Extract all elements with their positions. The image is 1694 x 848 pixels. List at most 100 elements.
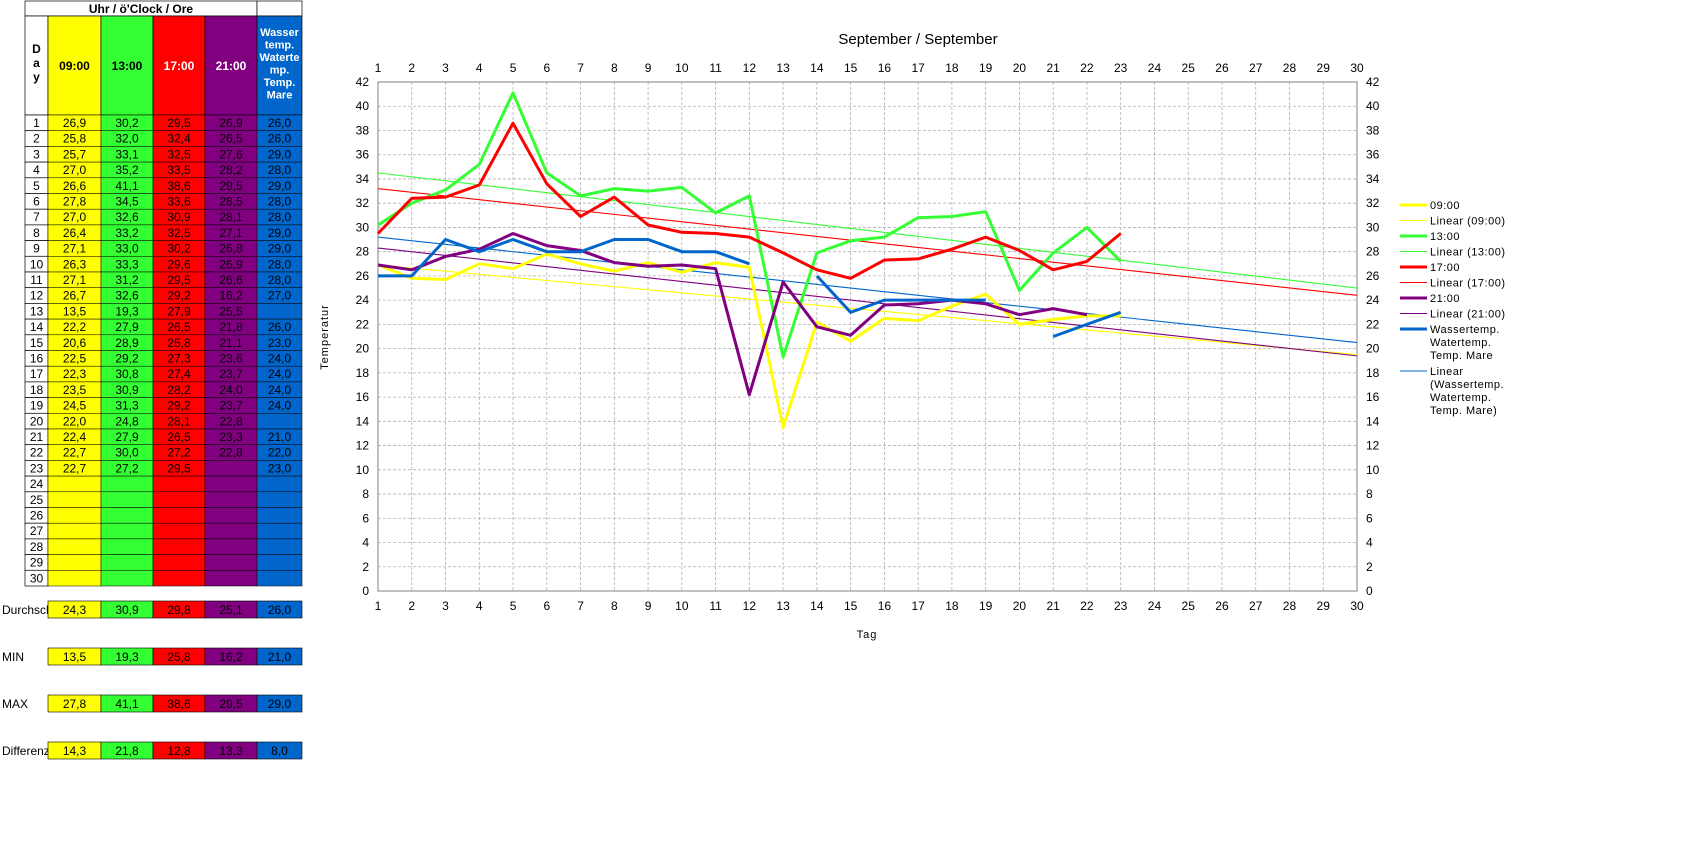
- table-value: 28,0: [268, 195, 292, 209]
- table-value: 22,8: [219, 414, 243, 428]
- x-tick-label-top: 9: [645, 61, 652, 75]
- table-value: 29,2: [167, 289, 191, 303]
- table-value: 24,0: [268, 383, 292, 397]
- legend-entry: Linear (17:00): [1430, 278, 1506, 290]
- day-number: 19: [30, 399, 44, 413]
- x-tick-label-top: 4: [476, 61, 483, 75]
- table-value: 27,2: [115, 461, 139, 475]
- summary-value: 13,5: [63, 650, 87, 664]
- x-tick-label-top: 20: [1013, 61, 1027, 75]
- series-segment: [377, 232, 1088, 397]
- y-tick-label-right: 38: [1366, 123, 1380, 137]
- table-value: 25,7: [63, 147, 87, 161]
- day-header-letter: y: [33, 70, 40, 84]
- x-tick-label-bottom: 14: [810, 599, 824, 613]
- trendline: [377, 172, 1358, 289]
- x-tick-label-bottom: 16: [878, 599, 892, 613]
- y-tick-label-left: 12: [356, 439, 370, 453]
- x-tick-label-top: 7: [577, 61, 584, 75]
- table-value: 24,0: [268, 367, 292, 381]
- table-value: 27,6: [219, 147, 243, 161]
- y-tick-label-left: 34: [356, 172, 370, 186]
- y-tick-label-right: 6: [1366, 511, 1373, 525]
- x-tick-label-bottom: 21: [1046, 599, 1060, 613]
- summary-label: Differenz: [2, 744, 50, 758]
- x-tick-label-bottom: 23: [1114, 599, 1128, 613]
- day-number: 28: [30, 540, 44, 554]
- y-tick-label-left: 36: [356, 148, 370, 162]
- table-value: 13,5: [63, 304, 87, 318]
- summary-value: 30,9: [115, 603, 139, 617]
- y-tick-label-right: 16: [1366, 390, 1380, 404]
- day-number: 18: [30, 383, 44, 397]
- table-value: 27,0: [63, 163, 87, 177]
- table-value: 26,3: [63, 257, 87, 271]
- table-value: 27,0: [268, 289, 292, 303]
- table-value: 29,5: [219, 179, 243, 193]
- day-number: 8: [33, 226, 40, 240]
- legend-entry: Linear (21:00): [1430, 309, 1506, 321]
- col-header-label: 13:00: [112, 59, 143, 73]
- y-axis-label: Temperatur: [319, 304, 331, 370]
- y-tick-label-left: 40: [356, 99, 370, 113]
- col-header-label: 21:00: [216, 59, 247, 73]
- table-value: 26,9: [219, 116, 243, 130]
- table-value: 24,8: [115, 414, 139, 428]
- day-number: 11: [30, 273, 43, 287]
- trendline: [377, 247, 1358, 357]
- legend-entry: 21:00: [1430, 293, 1460, 305]
- table-value: 22,7: [63, 461, 87, 475]
- x-tick-label-bottom: 8: [611, 599, 618, 613]
- summary-label: MIN: [2, 650, 24, 664]
- y-tick-label-left: 26: [356, 269, 370, 283]
- table-value: 24,5: [63, 399, 87, 413]
- table-value: 29,6: [167, 257, 191, 271]
- table-value: 22,3: [63, 367, 87, 381]
- trendline: [377, 264, 1358, 356]
- series-line: [376, 121, 1122, 280]
- table-value: 27,1: [63, 242, 87, 256]
- table-value: 22,8: [219, 446, 243, 460]
- day-number: 27: [30, 524, 44, 538]
- table-value: 21,1: [219, 336, 243, 350]
- summary-value: 27,8: [63, 697, 87, 711]
- x-tick-label-top: 13: [776, 61, 790, 75]
- x-tick-label-top: 5: [510, 61, 517, 75]
- x-tick-label-bottom: 10: [675, 599, 689, 613]
- x-tick-label-top: 6: [543, 61, 550, 75]
- y-tick-label-left: 2: [362, 560, 369, 574]
- x-tick-label-bottom: 1: [375, 599, 382, 613]
- y-tick-label-right: 42: [1366, 75, 1380, 89]
- summary-value: 19,3: [115, 650, 139, 664]
- table-value: 33,2: [115, 226, 139, 240]
- table-value: 23,7: [219, 367, 243, 381]
- x-tick-label-bottom: 24: [1148, 599, 1162, 613]
- table-value: 28,2: [167, 383, 191, 397]
- table-value: 30,9: [115, 383, 139, 397]
- table-value: 27,0: [63, 210, 87, 224]
- table-value: 33,5: [167, 163, 191, 177]
- table-value: 24,0: [219, 383, 243, 397]
- y-tick-label-right: 18: [1366, 366, 1380, 380]
- table-value: 30,2: [115, 116, 139, 130]
- table-value: 29,5: [167, 116, 191, 130]
- day-header-letter: a: [33, 56, 40, 70]
- summary-value: 29,8: [167, 603, 191, 617]
- summary-value: 25,1: [219, 603, 243, 617]
- y-tick-label-right: 30: [1366, 220, 1380, 234]
- y-tick-label-left: 14: [356, 414, 370, 428]
- table-value: 29,2: [115, 352, 139, 366]
- series-segment: [378, 238, 750, 278]
- day-number: 7: [33, 210, 40, 224]
- table-value: 28,9: [115, 336, 139, 350]
- y-tick-label-left: 8: [362, 487, 369, 501]
- y-tick-label-right: 22: [1366, 317, 1380, 331]
- x-tick-label-bottom: 20: [1013, 599, 1027, 613]
- table-value: 24,0: [268, 399, 292, 413]
- table-value: 28,0: [268, 257, 292, 271]
- y-tick-label-right: 40: [1366, 99, 1380, 113]
- x-tick-label-top: 24: [1148, 61, 1162, 75]
- day-number: 25: [30, 493, 44, 507]
- table-value: 27,3: [167, 352, 191, 366]
- col-header-cell: [47, 15, 102, 116]
